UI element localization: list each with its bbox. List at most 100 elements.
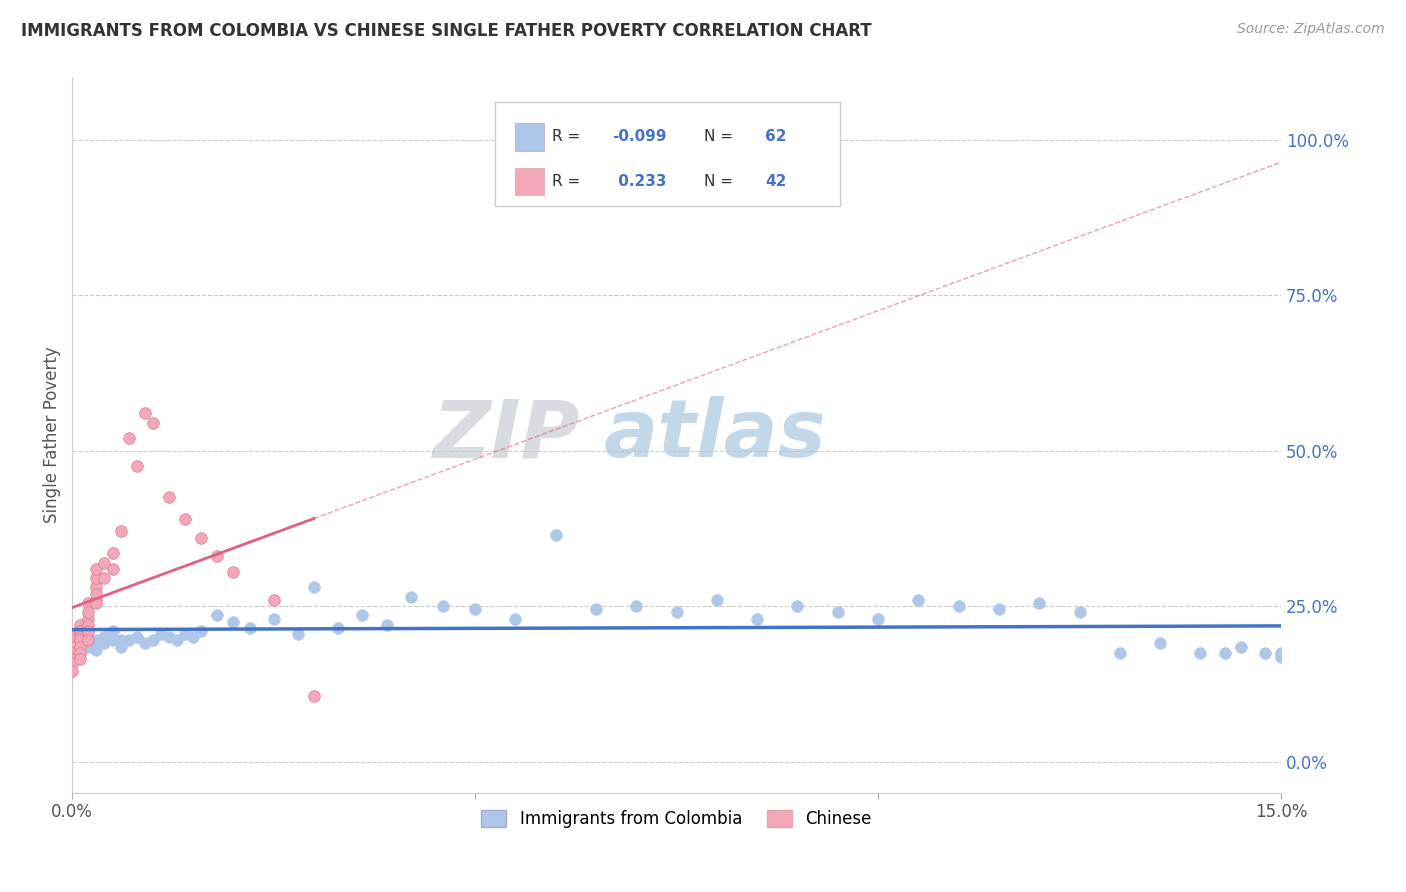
Point: [69, 633, 91, 648]
Point: [69, 617, 91, 632]
Point: [86, 642, 108, 657]
Point: [263, 611, 285, 625]
Point: [827, 605, 849, 619]
Point: [110, 640, 132, 654]
Point: [77, 605, 100, 619]
Point: [1189, 646, 1212, 660]
Text: ZIP: ZIP: [433, 396, 579, 474]
Point: [174, 627, 197, 641]
Point: [464, 602, 486, 616]
Point: [77, 617, 100, 632]
Point: [86, 571, 108, 585]
Point: [1108, 646, 1130, 660]
Point: [60, 665, 83, 679]
Point: [190, 531, 212, 545]
Point: [134, 406, 156, 420]
Point: [93, 556, 115, 570]
Point: [987, 602, 1010, 616]
Point: [302, 581, 325, 595]
Point: [1254, 646, 1277, 660]
Point: [1149, 636, 1171, 650]
Point: [77, 640, 100, 654]
Point: [665, 605, 688, 619]
Point: [60, 657, 83, 671]
Text: atlas: atlas: [605, 396, 827, 474]
Point: [86, 596, 108, 610]
Point: [101, 624, 124, 638]
Point: [134, 636, 156, 650]
Point: [69, 630, 91, 644]
Point: [86, 562, 108, 576]
Text: 62: 62: [765, 129, 786, 145]
Point: [117, 633, 139, 648]
Legend: Immigrants from Colombia, Chinese: Immigrants from Colombia, Chinese: [475, 803, 879, 834]
Text: R =: R =: [553, 129, 585, 145]
Point: [207, 608, 229, 623]
Y-axis label: Single Father Poverty: Single Father Poverty: [44, 347, 60, 524]
Point: [110, 633, 132, 648]
Point: [1229, 640, 1251, 654]
Point: [352, 608, 374, 623]
Point: [77, 624, 100, 638]
Point: [432, 599, 454, 613]
Point: [948, 599, 970, 613]
Text: IMMIGRANTS FROM COLOMBIA VS CHINESE SINGLE FATHER POVERTY CORRELATION CHART: IMMIGRANTS FROM COLOMBIA VS CHINESE SING…: [21, 22, 872, 40]
Point: [101, 546, 124, 560]
Point: [69, 624, 91, 638]
Point: [77, 633, 100, 648]
Point: [86, 587, 108, 601]
Point: [93, 630, 115, 644]
Point: [69, 652, 91, 666]
Point: [786, 599, 808, 613]
Point: [69, 636, 91, 650]
Point: [86, 592, 108, 607]
Point: [222, 615, 245, 629]
Point: [375, 617, 398, 632]
Text: R =: R =: [553, 174, 585, 189]
Point: [1270, 646, 1292, 660]
Point: [157, 630, 180, 644]
Point: [181, 630, 204, 644]
Point: [60, 640, 83, 654]
Point: [60, 640, 83, 654]
Point: [207, 549, 229, 564]
Text: N =: N =: [704, 174, 738, 189]
Point: [747, 611, 769, 625]
Point: [287, 627, 309, 641]
Point: [706, 592, 728, 607]
Point: [60, 646, 83, 660]
FancyBboxPatch shape: [515, 168, 544, 195]
Point: [60, 652, 83, 666]
Point: [77, 624, 100, 638]
Point: [238, 621, 260, 635]
Point: [174, 512, 197, 526]
Point: [1069, 605, 1091, 619]
Point: [142, 416, 165, 430]
Point: [166, 633, 188, 648]
Point: [263, 592, 285, 607]
Point: [585, 602, 607, 616]
Text: Source: ZipAtlas.com: Source: ZipAtlas.com: [1237, 22, 1385, 37]
Point: [69, 646, 91, 660]
Point: [1213, 646, 1236, 660]
Point: [125, 459, 148, 474]
Point: [142, 633, 165, 648]
Point: [399, 590, 422, 604]
Point: [125, 630, 148, 644]
Point: [77, 611, 100, 625]
Point: [544, 527, 567, 541]
Point: [626, 599, 648, 613]
Point: [69, 630, 91, 644]
Point: [69, 646, 91, 660]
Text: 42: 42: [765, 174, 786, 189]
Point: [190, 624, 212, 638]
Point: [1028, 596, 1050, 610]
Point: [149, 627, 172, 641]
Point: [60, 633, 83, 648]
Point: [101, 562, 124, 576]
Point: [60, 630, 83, 644]
Point: [93, 571, 115, 585]
Point: [907, 592, 929, 607]
Point: [117, 431, 139, 445]
Point: [93, 636, 115, 650]
